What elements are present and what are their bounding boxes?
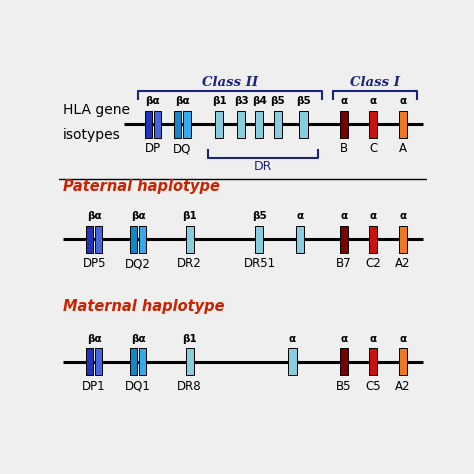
Bar bbox=[130, 348, 137, 375]
Text: DQ2: DQ2 bbox=[125, 257, 151, 271]
Text: HLA gene: HLA gene bbox=[63, 103, 130, 117]
Text: DR: DR bbox=[254, 160, 273, 173]
Bar bbox=[145, 111, 152, 138]
Bar bbox=[174, 111, 182, 138]
Text: C2: C2 bbox=[365, 257, 381, 271]
Text: DP1: DP1 bbox=[82, 380, 106, 392]
Bar bbox=[289, 348, 297, 375]
Bar bbox=[399, 348, 407, 375]
Bar bbox=[186, 226, 194, 253]
Text: α: α bbox=[340, 96, 347, 106]
Text: α: α bbox=[370, 211, 377, 221]
Bar bbox=[255, 226, 264, 253]
Bar bbox=[399, 111, 407, 138]
Text: Class II: Class II bbox=[202, 76, 258, 89]
Bar bbox=[369, 348, 377, 375]
Bar bbox=[186, 348, 194, 375]
Text: β5: β5 bbox=[271, 96, 285, 106]
Text: α: α bbox=[399, 334, 406, 344]
Text: DR51: DR51 bbox=[243, 257, 275, 271]
Bar bbox=[95, 348, 102, 375]
Text: α: α bbox=[370, 334, 377, 344]
Text: Paternal haplotype: Paternal haplotype bbox=[63, 179, 220, 194]
Text: α: α bbox=[399, 96, 406, 106]
Text: β1: β1 bbox=[182, 334, 197, 344]
Bar bbox=[255, 111, 264, 138]
Text: A: A bbox=[399, 143, 407, 155]
Text: α: α bbox=[399, 211, 406, 221]
Text: α: α bbox=[340, 334, 347, 344]
Bar bbox=[399, 226, 407, 253]
Bar bbox=[130, 226, 137, 253]
Text: Class I: Class I bbox=[350, 76, 400, 89]
Text: DP5: DP5 bbox=[82, 257, 106, 271]
Text: A2: A2 bbox=[395, 257, 410, 271]
Text: β3: β3 bbox=[234, 96, 248, 106]
Text: βα: βα bbox=[146, 96, 160, 106]
Bar bbox=[340, 348, 348, 375]
Text: B7: B7 bbox=[336, 257, 352, 271]
Bar bbox=[86, 226, 93, 253]
Bar bbox=[86, 348, 93, 375]
Text: α: α bbox=[340, 211, 347, 221]
Text: β4: β4 bbox=[252, 96, 267, 106]
Text: DQ1: DQ1 bbox=[125, 380, 151, 392]
Text: DR2: DR2 bbox=[177, 257, 202, 271]
Text: βα: βα bbox=[175, 96, 190, 106]
Text: β5: β5 bbox=[296, 96, 311, 106]
Text: C: C bbox=[369, 143, 377, 155]
Text: β1: β1 bbox=[182, 211, 197, 221]
Bar bbox=[237, 111, 245, 138]
Text: βα: βα bbox=[87, 211, 101, 221]
Text: α: α bbox=[370, 96, 377, 106]
Bar bbox=[369, 226, 377, 253]
Bar bbox=[300, 111, 308, 138]
Bar bbox=[139, 348, 146, 375]
Text: DR8: DR8 bbox=[177, 380, 202, 392]
Bar bbox=[215, 111, 223, 138]
Bar bbox=[369, 111, 377, 138]
Bar bbox=[296, 226, 304, 253]
Text: α: α bbox=[296, 211, 303, 221]
Text: βα: βα bbox=[87, 334, 101, 344]
Text: B5: B5 bbox=[336, 380, 352, 392]
Text: DP: DP bbox=[145, 143, 161, 155]
Bar bbox=[95, 226, 102, 253]
Text: βα: βα bbox=[131, 211, 146, 221]
Text: β1: β1 bbox=[212, 96, 227, 106]
Text: α: α bbox=[289, 334, 296, 344]
Bar bbox=[340, 111, 348, 138]
Text: C5: C5 bbox=[365, 380, 381, 392]
Bar bbox=[183, 111, 191, 138]
Text: β5: β5 bbox=[252, 211, 267, 221]
Text: A2: A2 bbox=[395, 380, 410, 392]
Text: isotypes: isotypes bbox=[63, 128, 121, 142]
Text: βα: βα bbox=[131, 334, 146, 344]
Text: Maternal haplotype: Maternal haplotype bbox=[63, 299, 224, 314]
Text: B: B bbox=[340, 143, 348, 155]
Bar bbox=[340, 226, 348, 253]
Bar bbox=[139, 226, 146, 253]
Text: DQ: DQ bbox=[173, 143, 191, 155]
Bar bbox=[154, 111, 161, 138]
Bar bbox=[274, 111, 282, 138]
